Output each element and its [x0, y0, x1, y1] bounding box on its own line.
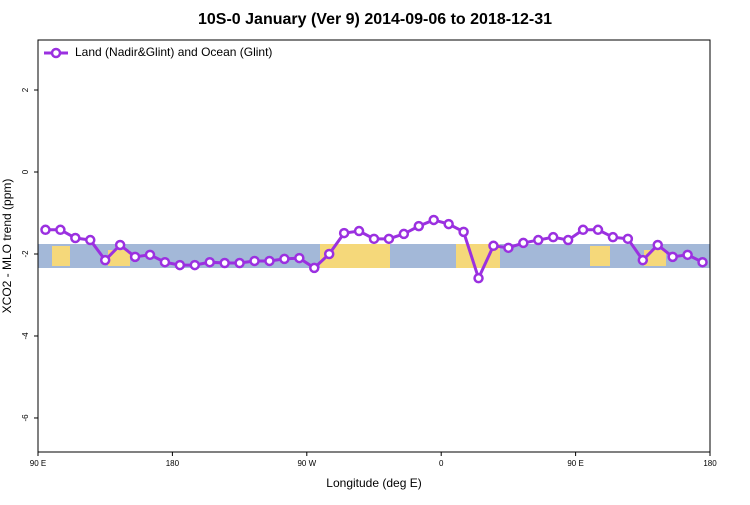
- y-tick-label: -6: [21, 414, 30, 422]
- data-point: [413, 220, 425, 232]
- land: [590, 246, 610, 266]
- data-point: [697, 256, 708, 268]
- data-point: [652, 239, 663, 251]
- data-point: [443, 218, 454, 230]
- data-point: [503, 242, 514, 254]
- data-point: [40, 224, 51, 236]
- y-axis-label: XCO2 - MLO trend (ppm): [0, 179, 14, 314]
- legend-marker: [50, 47, 62, 59]
- data-point: [294, 252, 305, 264]
- data-point: [159, 256, 171, 268]
- data-point: [533, 234, 544, 246]
- data-point: [114, 239, 126, 251]
- data-point: [607, 231, 619, 243]
- data-point: [682, 249, 693, 261]
- data-point: [85, 234, 96, 246]
- x-tick-label: 90 E: [567, 459, 583, 468]
- y-tick-label: 0: [21, 169, 30, 174]
- plot-frame: [37, 39, 711, 453]
- data-point: [129, 251, 141, 263]
- data-point: [219, 257, 230, 269]
- x-tick-label: 90 E: [30, 459, 46, 468]
- x-axis-label: Longitude (deg E): [326, 476, 421, 490]
- data-point: [249, 255, 260, 267]
- x-tick-label: 0: [439, 459, 444, 468]
- data-point: [55, 224, 66, 236]
- data-point: [398, 228, 410, 240]
- data-point: [234, 257, 245, 269]
- data-point: [667, 251, 678, 263]
- data-point: [518, 237, 529, 249]
- legend-label: Land (Nadir&Glint) and Ocean (Glint): [75, 45, 272, 59]
- data-point: [488, 240, 499, 252]
- land: [108, 250, 130, 266]
- data-point: [264, 255, 275, 267]
- data-point: [323, 248, 335, 260]
- data-point: [637, 254, 649, 266]
- data-point: [473, 272, 484, 284]
- data-point: [353, 225, 365, 237]
- data-point: [144, 249, 156, 261]
- data-point: [279, 253, 290, 265]
- land: [52, 246, 70, 266]
- chart-title: 10S-0 January (Ver 9) 2014-09-06 to 2018…: [198, 11, 552, 28]
- data-point: [174, 259, 186, 271]
- data-point: [338, 227, 350, 239]
- data-point: [577, 224, 589, 236]
- y-tick-label: 2: [21, 87, 30, 92]
- data-point: [368, 233, 380, 245]
- data-point: [592, 224, 604, 236]
- data-point: [428, 214, 439, 226]
- data-point: [622, 233, 634, 245]
- x-tick-label: 180: [166, 459, 180, 468]
- data-point: [309, 262, 320, 274]
- data-point: [204, 256, 215, 268]
- y-tick-label: -4: [21, 332, 30, 340]
- data-point: [99, 254, 111, 266]
- y-tick-label: -2: [21, 250, 30, 258]
- x-tick-label: 180: [703, 459, 717, 468]
- x-tick-label: 90 W: [297, 459, 316, 468]
- data-point: [547, 231, 559, 243]
- data-point: [562, 234, 574, 246]
- data-point: [458, 226, 469, 238]
- data-point: [189, 259, 201, 271]
- map-strip: [38, 244, 710, 268]
- data-point: [383, 233, 395, 245]
- data-point: [70, 232, 81, 244]
